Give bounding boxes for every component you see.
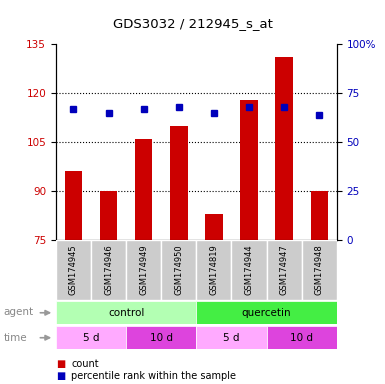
Text: GSM174947: GSM174947 xyxy=(280,244,289,295)
Text: ■: ■ xyxy=(56,371,65,381)
Bar xyxy=(266,326,337,349)
Bar xyxy=(126,240,161,300)
Text: GSM174950: GSM174950 xyxy=(174,245,183,295)
Text: quercetin: quercetin xyxy=(242,308,291,318)
Text: GSM174949: GSM174949 xyxy=(139,245,148,295)
Bar xyxy=(65,171,82,240)
Bar xyxy=(161,240,196,300)
Bar xyxy=(196,326,266,349)
Text: 10 d: 10 d xyxy=(150,333,173,343)
Bar xyxy=(56,240,91,300)
Bar xyxy=(100,191,117,240)
Bar xyxy=(126,326,196,349)
Bar xyxy=(196,240,231,300)
Text: GSM174948: GSM174948 xyxy=(315,244,324,295)
Bar xyxy=(266,240,302,300)
Bar xyxy=(56,326,126,349)
Text: GSM174945: GSM174945 xyxy=(69,245,78,295)
Bar xyxy=(275,57,293,240)
Text: GSM174944: GSM174944 xyxy=(244,245,254,295)
Text: time: time xyxy=(4,333,27,343)
Text: 5 d: 5 d xyxy=(223,333,240,343)
Text: ■: ■ xyxy=(56,359,65,369)
Bar xyxy=(311,191,328,240)
Text: percentile rank within the sample: percentile rank within the sample xyxy=(71,371,236,381)
Bar xyxy=(91,240,126,300)
Bar xyxy=(170,126,187,240)
Text: GSM174819: GSM174819 xyxy=(209,244,218,295)
Bar xyxy=(205,214,223,240)
Text: 5 d: 5 d xyxy=(83,333,99,343)
Text: GSM174946: GSM174946 xyxy=(104,244,113,295)
Text: 10 d: 10 d xyxy=(290,333,313,343)
Text: GDS3032 / 212945_s_at: GDS3032 / 212945_s_at xyxy=(112,17,273,30)
Bar xyxy=(56,301,196,324)
Text: control: control xyxy=(108,308,144,318)
Bar xyxy=(196,301,337,324)
Text: count: count xyxy=(71,359,99,369)
Text: agent: agent xyxy=(4,307,34,317)
Bar xyxy=(302,240,337,300)
Bar xyxy=(240,99,258,240)
Bar xyxy=(231,240,266,300)
Bar xyxy=(135,139,152,240)
